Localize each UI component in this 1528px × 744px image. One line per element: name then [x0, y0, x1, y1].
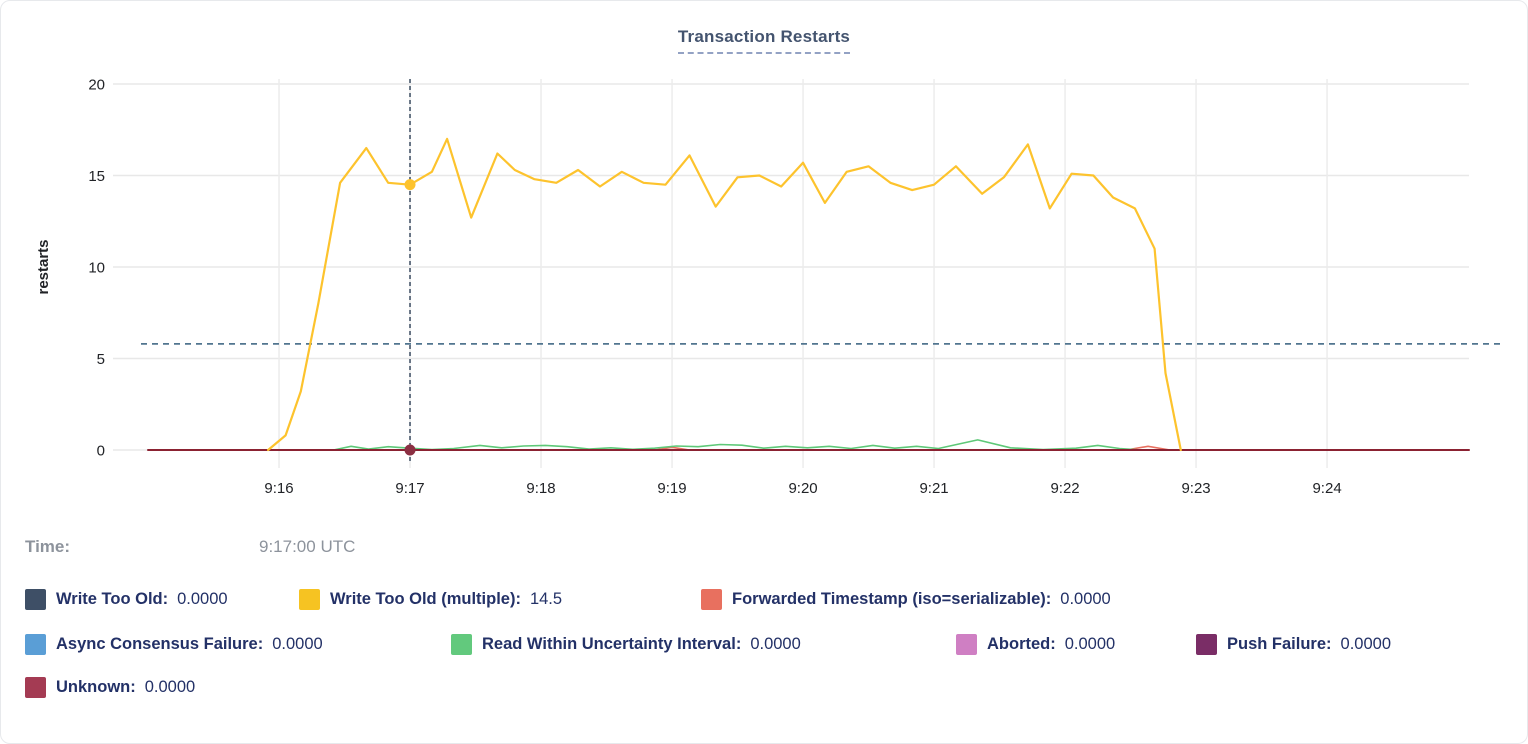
hover-point	[404, 179, 416, 191]
legend-label: Unknown:	[56, 678, 136, 696]
x-tick-label: 9:19	[657, 480, 686, 497]
legend-value: 0.0000	[1064, 635, 1116, 653]
legend-item-write-too-old-multiple: Write Too Old (multiple): 14.5	[299, 589, 701, 610]
time-value: 9:17:00 UTC	[259, 537, 356, 556]
legend-item-read-within-uncertainty-interval: Read Within Uncertainty Interval: 0.0000	[451, 634, 956, 655]
chart-title: Transaction Restarts	[677, 27, 851, 54]
legend-swatch-read-within-uncertainty-interval	[451, 634, 472, 655]
chart-title-row: Transaction Restarts	[1, 27, 1527, 54]
legend-swatch-write-too-old-multiple	[299, 589, 320, 610]
legend-swatch-unknown	[25, 677, 46, 698]
legend-value: 0.0000	[177, 590, 228, 608]
legend-value: 0.0000	[272, 635, 323, 653]
x-tick-label: 9:21	[919, 480, 948, 497]
legend-swatch-aborted	[956, 634, 977, 655]
y-tick-label: 0	[97, 442, 105, 459]
legend-label: Read Within Uncertainty Interval:	[482, 635, 742, 653]
legend-swatch-push-failure	[1196, 634, 1217, 655]
legend-item-write-too-old: Write Too Old: 0.0000	[25, 589, 299, 610]
hover-point	[404, 444, 416, 456]
legend-value: 0.0000	[1340, 635, 1391, 653]
legend-label: Write Too Old:	[56, 590, 169, 608]
legend-row-1: Write Too Old: 0.0000 Write Too Old (multi…	[25, 589, 1111, 610]
x-tick-label: 9:24	[1312, 480, 1341, 497]
x-tick-label: 9:20	[788, 480, 817, 497]
x-tick-label: 9:22	[1050, 480, 1079, 497]
legend-label: Aborted:	[987, 635, 1056, 653]
hover-time-row: Time: 9:17:00 UTC	[1, 537, 1527, 563]
x-tick-label: 9:18	[526, 480, 555, 497]
legend-item-async-consensus-failure: Async Consensus Failure: 0.0000	[25, 634, 451, 655]
x-tick-label: 9:23	[1181, 480, 1210, 497]
legend-value: 0.0000	[1060, 590, 1111, 608]
legend-item-push-failure: Push Failure: 0.0000	[1196, 634, 1391, 655]
y-tick-label: 10	[88, 259, 105, 276]
legend-label: Async Consensus Failure:	[56, 635, 264, 653]
legend-label: Push Failure:	[1227, 635, 1332, 653]
x-tick-label: 9:17	[395, 480, 424, 497]
series-line	[332, 439, 1143, 451]
legend-label: Write Too Old (multiple):	[330, 590, 521, 608]
chart-canvas[interactable]: 0 5 10 15 20 9:16 9:17 9:18 9:19 9:20 9:21 9:22 9:23…	[1, 1, 1528, 521]
legend-label: Forwarded Timestamp (iso=serializable):	[732, 590, 1052, 608]
x-tick-label: 9:16	[264, 480, 293, 497]
legend-value: 0.0000	[144, 678, 196, 696]
time-label: Time:	[25, 537, 71, 556]
y-tick-label: 5	[97, 351, 105, 368]
legend-item-aborted: Aborted: 0.0000	[956, 634, 1196, 655]
legend-swatch-async-consensus-failure	[25, 634, 46, 655]
y-tick-label: 15	[88, 168, 105, 185]
legend-item-forwarded-timestamp-iso-serializable: Forwarded Timestamp (iso=serializable): 0…	[701, 589, 1111, 610]
legend-row-2: Async Consensus Failure: 0.0000 Read Withi…	[25, 634, 1391, 655]
legend-item-unknown: Unknown: 0.0000	[25, 677, 195, 698]
legend-value: 0.0000	[750, 635, 801, 653]
legend-value: 14.5	[529, 590, 563, 608]
legend-row-3: Unknown: 0.0000	[25, 677, 195, 698]
y-tick-label: 20	[88, 76, 105, 93]
y-axis-label: restarts	[35, 239, 52, 294]
legend-swatch-forwarded-timestamp-iso-serializable	[701, 589, 722, 610]
legend-swatch-write-too-old	[25, 589, 46, 610]
